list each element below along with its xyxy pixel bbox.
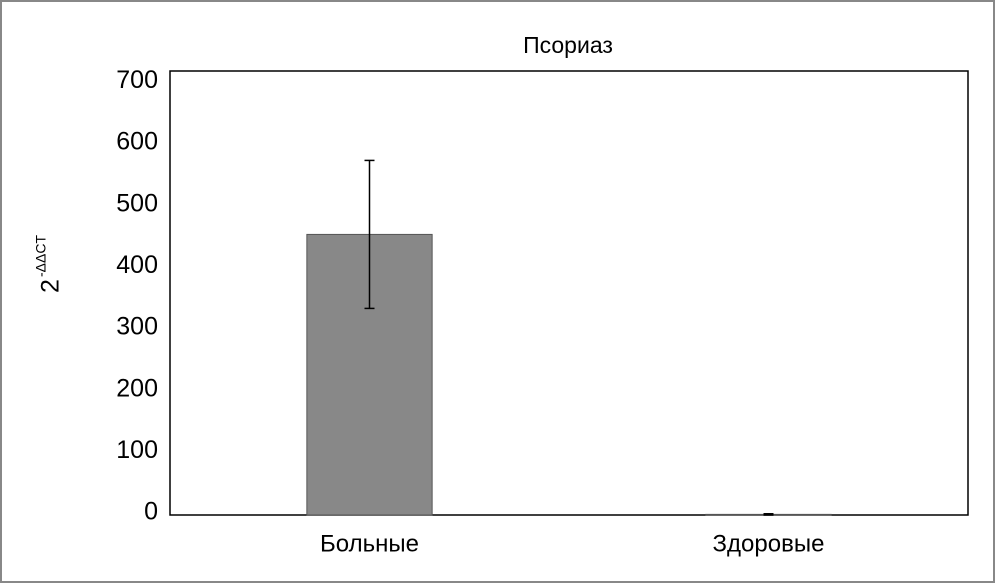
y-tick-label: 300	[116, 313, 158, 341]
y-label-superscript: -ΔΔCT	[33, 235, 49, 277]
chart-title: Псориаз	[523, 32, 613, 58]
error-bar	[364, 159, 375, 310]
y-tick-label: 0	[144, 498, 158, 526]
x-tick-label: Здоровые	[713, 530, 825, 557]
y-tick-label: 700	[116, 66, 158, 94]
y-tick-label: 400	[116, 251, 158, 279]
y-axis-label: 2 -ΔΔCT	[33, 235, 65, 293]
y-tick-label: 600	[116, 128, 158, 156]
x-tick-label: Больные	[320, 530, 419, 557]
y-tick-label: 200	[116, 374, 158, 402]
error-bar	[763, 513, 774, 516]
y-tick-label: 100	[116, 436, 158, 464]
plot-area	[169, 70, 969, 516]
y-tick-label: 500	[116, 189, 158, 217]
y-label-base: 2	[37, 279, 65, 293]
